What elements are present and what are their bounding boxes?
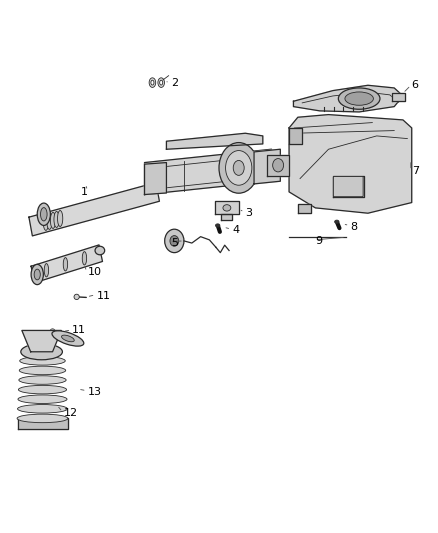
Polygon shape — [31, 245, 102, 282]
Ellipse shape — [151, 80, 154, 85]
Ellipse shape — [41, 207, 47, 221]
Ellipse shape — [44, 263, 49, 277]
Polygon shape — [392, 93, 405, 101]
Ellipse shape — [335, 220, 339, 223]
Ellipse shape — [74, 294, 79, 300]
Polygon shape — [298, 204, 311, 213]
Text: 2: 2 — [171, 78, 178, 87]
Ellipse shape — [345, 92, 373, 106]
Ellipse shape — [47, 213, 52, 229]
Text: 13: 13 — [88, 387, 102, 397]
Polygon shape — [254, 149, 280, 184]
Text: 1: 1 — [81, 187, 88, 197]
Ellipse shape — [215, 224, 220, 227]
Polygon shape — [333, 176, 364, 197]
Ellipse shape — [18, 395, 67, 403]
Ellipse shape — [43, 214, 49, 230]
Ellipse shape — [20, 357, 65, 365]
Ellipse shape — [272, 159, 284, 172]
FancyBboxPatch shape — [333, 176, 363, 197]
Ellipse shape — [233, 160, 244, 175]
Polygon shape — [22, 330, 61, 352]
Polygon shape — [145, 149, 272, 195]
Ellipse shape — [50, 213, 56, 229]
Ellipse shape — [149, 78, 155, 87]
Polygon shape — [215, 201, 239, 214]
Ellipse shape — [52, 331, 84, 346]
Polygon shape — [145, 163, 166, 195]
Ellipse shape — [17, 414, 68, 423]
Ellipse shape — [50, 329, 55, 334]
Polygon shape — [221, 214, 232, 220]
Ellipse shape — [226, 150, 252, 185]
Ellipse shape — [19, 376, 66, 384]
Ellipse shape — [34, 269, 40, 280]
Text: 5: 5 — [171, 238, 178, 247]
Ellipse shape — [18, 385, 67, 394]
Polygon shape — [29, 182, 159, 236]
Text: 4: 4 — [232, 225, 239, 235]
Circle shape — [165, 229, 184, 253]
Ellipse shape — [223, 205, 231, 211]
Circle shape — [170, 236, 179, 246]
Ellipse shape — [31, 264, 43, 285]
Ellipse shape — [95, 246, 105, 255]
Ellipse shape — [61, 335, 74, 342]
Text: 3: 3 — [245, 208, 252, 218]
Polygon shape — [166, 133, 263, 149]
Polygon shape — [289, 128, 302, 144]
Ellipse shape — [57, 211, 63, 227]
Text: 9: 9 — [315, 236, 322, 246]
Ellipse shape — [19, 366, 66, 375]
Ellipse shape — [219, 142, 258, 193]
Ellipse shape — [338, 88, 380, 109]
Text: 6: 6 — [412, 80, 419, 90]
Text: 11: 11 — [72, 326, 86, 335]
Ellipse shape — [82, 252, 87, 265]
Ellipse shape — [159, 80, 162, 85]
Polygon shape — [267, 155, 289, 176]
Ellipse shape — [21, 344, 62, 360]
Text: 10: 10 — [88, 267, 102, 277]
Ellipse shape — [158, 78, 164, 87]
Text: 7: 7 — [412, 166, 419, 175]
Text: 8: 8 — [350, 222, 357, 231]
Ellipse shape — [37, 203, 50, 225]
Ellipse shape — [63, 257, 67, 271]
Ellipse shape — [18, 405, 67, 413]
Polygon shape — [289, 115, 412, 213]
Polygon shape — [18, 418, 68, 429]
Polygon shape — [293, 85, 403, 112]
Text: 11: 11 — [96, 291, 110, 301]
Ellipse shape — [54, 212, 59, 228]
Text: 12: 12 — [64, 408, 78, 418]
